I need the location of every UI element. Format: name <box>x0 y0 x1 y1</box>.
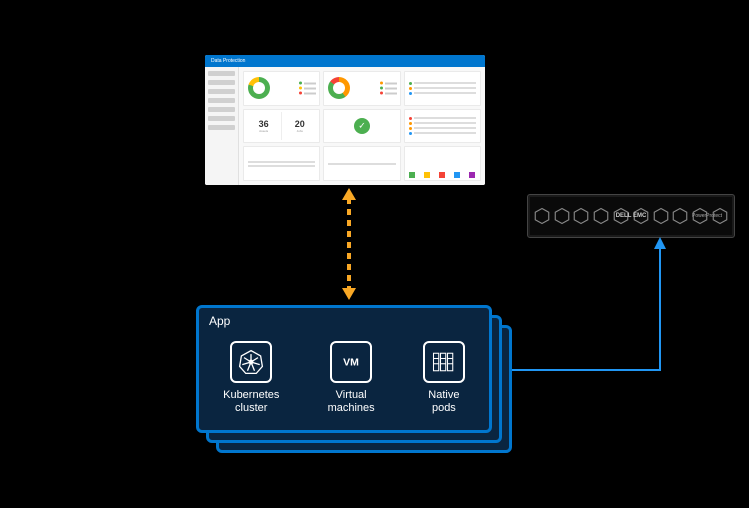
list-card <box>404 109 481 144</box>
dashboard-body: 36 Assets 20 Jobs <box>205 67 485 185</box>
app-item-vm: VM Virtual machines <box>328 341 375 415</box>
hex-icon <box>572 207 590 225</box>
nav-item <box>208 107 235 112</box>
hex-icon <box>553 207 571 225</box>
nav-item <box>208 80 235 85</box>
stat-number: 36 <box>259 119 269 129</box>
app-item-pods: Native pods <box>423 341 465 415</box>
stat-card-1: 36 Assets 20 Jobs <box>243 109 320 144</box>
icons-card <box>404 146 481 181</box>
server-appliance: DELL EMC PowerProtect <box>527 194 735 238</box>
dashboard-titlebar: Data Protection <box>205 55 485 67</box>
nav-item <box>208 116 235 121</box>
app-item-kubernetes: Kubernetes cluster <box>223 341 279 415</box>
app-label: App <box>209 314 230 328</box>
server-brand: DELL EMC <box>616 213 647 219</box>
dashboard-sidebar <box>205 67 239 185</box>
status-icon <box>454 172 460 178</box>
checkmark-icon <box>354 118 370 134</box>
svg-text:VM: VM <box>343 356 359 368</box>
app-item-label: Native pods <box>428 389 459 415</box>
kubernetes-icon <box>230 341 272 383</box>
donut-card-1 <box>243 71 320 106</box>
hex-icon <box>592 207 610 225</box>
app-item-label: Virtual machines <box>328 389 375 415</box>
nav-item <box>208 71 235 76</box>
app-layer-front: App Kubernetes cluster <box>196 305 492 433</box>
server-model: PowerProtect <box>692 213 722 219</box>
nav-item <box>208 125 235 130</box>
dashboard-title: Data Protection <box>211 58 245 64</box>
vm-icon: VM <box>330 341 372 383</box>
pods-icon <box>423 341 465 383</box>
legend <box>299 82 316 95</box>
metrics-card <box>404 71 481 106</box>
nav-item <box>208 89 235 94</box>
donut-chart-icon <box>328 77 350 99</box>
legend <box>380 82 397 95</box>
stat-number: 20 <box>295 119 305 129</box>
hex-icon <box>533 207 551 225</box>
app-stack: App Kubernetes cluster <box>196 305 508 455</box>
hex-icon <box>671 207 689 225</box>
status-icon <box>439 172 445 178</box>
donut-card-2 <box>323 71 400 106</box>
dashboard-main: 36 Assets 20 Jobs <box>239 67 485 185</box>
stat-label: Jobs <box>297 129 303 133</box>
dashboard-screenshot: Data Protection <box>205 55 485 185</box>
bidirectional-arrow-icon <box>342 188 356 300</box>
footer-card <box>323 146 400 181</box>
status-icon <box>469 172 475 178</box>
stat-label: Assets <box>259 129 268 133</box>
status-icon <box>424 172 430 178</box>
app-items: Kubernetes cluster VM Virtual machines <box>199 336 489 420</box>
status-icon <box>409 172 415 178</box>
nav-item <box>208 98 235 103</box>
footer-card <box>243 146 320 181</box>
flow-arrow-icon <box>510 235 670 375</box>
hex-icon <box>652 207 670 225</box>
donut-chart-icon <box>248 77 270 99</box>
app-item-label: Kubernetes cluster <box>223 389 279 415</box>
status-card <box>323 109 400 144</box>
